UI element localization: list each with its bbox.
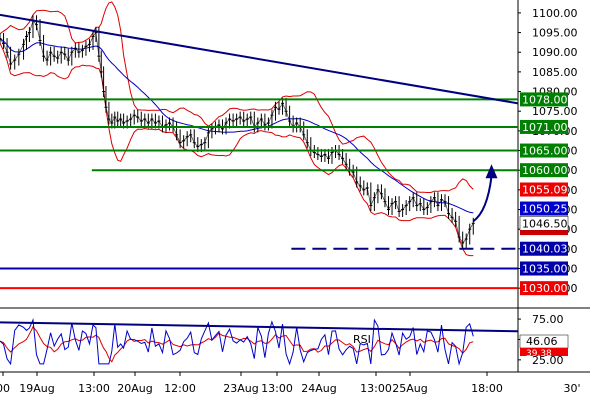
forecast-arrow-shaft	[472, 176, 493, 223]
x-tick-label: 20Aug	[117, 382, 152, 395]
price-marker-block	[520, 230, 568, 236]
level-badge	[520, 119, 568, 134]
rsi-label: RSI	[353, 333, 371, 346]
x-tick-label: 24Aug	[301, 382, 336, 395]
level-badge-label: 1071.00	[522, 121, 568, 134]
x-tick-label: 13:00	[261, 382, 293, 395]
y-tick-label: 1075.00	[532, 105, 578, 118]
level-badge-label: 1046.50	[522, 217, 568, 230]
level-badge-label: 1035.00	[522, 263, 568, 276]
y-tick-label: 1095.00	[532, 27, 578, 40]
rsi-signal-label: 39.38	[526, 349, 552, 359]
forecast-arrowhead	[485, 164, 498, 179]
rsi-line	[0, 317, 474, 366]
level-badge-label: 1065.00	[522, 145, 568, 158]
x-tick-label: 18:00	[471, 382, 503, 395]
level-badge	[520, 163, 568, 178]
x-tick-label: 13:00	[360, 382, 392, 395]
level-badge-label: 1055.09	[522, 184, 568, 197]
x-tick-label: 00	[0, 382, 10, 395]
level-badge-label: 1040.03	[522, 243, 568, 256]
level-badge	[520, 143, 568, 158]
x-tick-label: 30'	[563, 382, 580, 395]
rsi-signal-badge	[520, 348, 568, 356]
level-badge	[520, 92, 568, 107]
x-tick-label: 13:00	[78, 382, 110, 395]
rsi-y-tick-label: 25.00	[532, 354, 564, 367]
x-tick-label: 19Aug	[19, 382, 54, 395]
downtrend-line	[0, 13, 519, 105]
level-badge	[520, 201, 568, 216]
rsi-trendline	[0, 321, 519, 333]
level-badge-label: 1078.00	[522, 93, 568, 106]
x-tick-label: 25Aug	[392, 382, 427, 395]
level-badge-label: 1060.00	[522, 164, 568, 177]
level-badge-label: 1050.25	[522, 203, 568, 216]
x-tick-label: 12:00	[164, 382, 196, 395]
moving-average-line	[0, 38, 474, 214]
price-line	[0, 20, 474, 244]
y-tick-label: 1085.00	[532, 66, 578, 79]
upper-band-line	[0, 1, 474, 193]
x-tick-label: 23Aug	[223, 382, 258, 395]
y-tick-label: 1100.00	[532, 7, 578, 20]
y-tick-label: 1090.00	[532, 46, 578, 59]
level-badge	[520, 261, 568, 276]
rsi-value-label: 46.06	[526, 335, 558, 348]
level-badge	[520, 281, 568, 296]
level-badge	[520, 182, 568, 197]
level-badge	[520, 241, 568, 256]
level-badge-label: 1030.00	[522, 282, 568, 295]
main-plot-area	[0, 0, 518, 305]
rsi-y-tick-label: 75.00	[532, 313, 564, 326]
